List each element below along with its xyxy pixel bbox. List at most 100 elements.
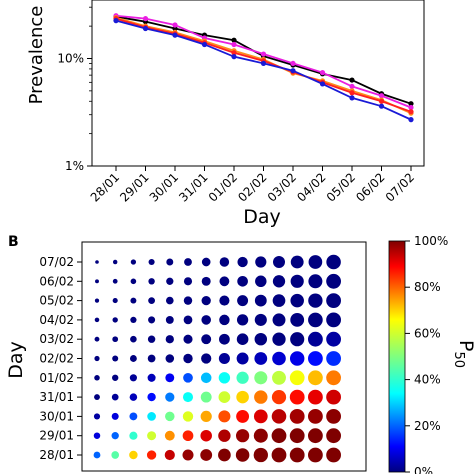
heatmap-dot	[253, 428, 268, 443]
heatmap-row-label: 31/01	[39, 390, 74, 404]
heatmap-row-label: 01/02	[39, 371, 74, 385]
line-point	[319, 81, 326, 87]
heatmap-dot	[147, 412, 156, 421]
heatmap-dot	[290, 313, 305, 327]
heatmap-dot	[326, 331, 341, 347]
heatmap-dot	[237, 256, 248, 268]
heatmap-row-label: 05/02	[39, 294, 74, 308]
heatmap-dot	[94, 355, 100, 362]
heatmap-dot	[272, 313, 286, 327]
heatmap-dot	[130, 278, 137, 285]
heatmap-dot	[253, 409, 268, 424]
heatmap-dot	[130, 297, 137, 304]
line-x-axis-label: Day	[243, 206, 281, 228]
line-chart-panel: 1% 10% 28/0129/0130/0131/0101/0202/0203/0…	[26, 0, 425, 228]
line-y-tick-label: 1%	[65, 159, 84, 173]
line-x-tick-label: 04/02	[294, 170, 328, 204]
line-y-tick-label: 10%	[57, 51, 84, 65]
colorbar-ticks: 0% 20% 40% 60% 80% 100%	[405, 234, 448, 474]
line-point	[408, 117, 414, 123]
line-point	[290, 68, 296, 74]
heatmap-dot	[164, 430, 175, 441]
heatmap-dot	[148, 316, 156, 324]
heatmap-row-label: 03/02	[39, 332, 74, 346]
line-series-group	[113, 13, 414, 123]
heatmap-dot	[201, 257, 211, 267]
colorbar-tick-label: 20%	[414, 419, 441, 433]
line-x-tick-label: 29/01	[117, 170, 151, 204]
heatmap-dot	[326, 351, 341, 366]
heatmap-dot	[147, 431, 157, 441]
heatmap-dot	[236, 390, 249, 404]
heatmap-dot	[165, 392, 175, 402]
heatmap-dot	[290, 293, 304, 308]
heatmap-dot	[166, 296, 174, 305]
heatmap-dot	[94, 375, 100, 381]
heatmap-dot	[254, 352, 268, 365]
line-x-tick-label: 06/02	[353, 170, 387, 204]
heatmap-dot	[111, 393, 119, 401]
heatmap-dot	[112, 355, 119, 362]
colorbar-label: P50	[451, 340, 474, 368]
heatmap-y-axis-label: Day	[5, 341, 27, 379]
heatmap-dot	[254, 313, 267, 326]
line-point	[349, 95, 355, 101]
line-x-tick-label: 02/02	[235, 170, 269, 204]
colorbar-tick-label: 80%	[414, 280, 441, 294]
heatmap-dot	[254, 371, 268, 385]
line-point	[113, 18, 119, 24]
line-point	[231, 50, 237, 56]
heatmap-dot	[272, 351, 286, 366]
line-point	[231, 37, 237, 43]
line-x-tick-label: 31/01	[176, 170, 210, 204]
heatmap-dot	[111, 451, 120, 459]
colorbar-tick-label: 60%	[414, 326, 441, 340]
line-y-ticks: 1% 10%	[57, 6, 92, 173]
heatmap-dot	[183, 277, 193, 286]
heatmap-dot	[93, 413, 101, 420]
line-point	[172, 22, 178, 28]
heatmap-dot	[236, 429, 250, 443]
heatmap-dot	[147, 392, 156, 402]
line-point	[378, 93, 385, 99]
colorbar-tick-label: 100%	[414, 234, 448, 248]
heatmap-dot	[271, 409, 287, 424]
heatmap-dot	[271, 428, 287, 444]
heatmap-dot	[235, 448, 250, 462]
line-point	[142, 15, 149, 22]
line-x-tick-label: 01/02	[206, 170, 240, 204]
heatmap-dot	[326, 389, 341, 405]
heatmap-dot	[273, 256, 285, 268]
heatmap-dot	[236, 314, 249, 326]
heatmap-dot	[112, 278, 118, 284]
heatmap-dot	[218, 429, 231, 442]
heatmap-dot	[201, 334, 212, 345]
heatmap-dot	[164, 449, 175, 461]
heatmap-dot	[129, 393, 138, 401]
line-point	[378, 103, 385, 109]
heatmap-dot	[289, 409, 305, 424]
line-point	[378, 98, 385, 104]
heatmap-row-label: 06/02	[39, 274, 74, 288]
heatmap-dot	[218, 352, 230, 365]
heatmap-dot	[289, 370, 305, 386]
heatmap-dot	[165, 315, 174, 324]
heatmap-dot	[254, 390, 268, 404]
heatmap-dot	[255, 256, 267, 268]
line-point	[231, 54, 237, 60]
heatmap-dot	[182, 411, 194, 422]
heatmap-dot	[147, 335, 156, 343]
heatmap-dot	[219, 257, 230, 267]
heatmap-dot	[201, 276, 211, 286]
heatmap-dot	[148, 297, 155, 304]
line-point	[142, 25, 149, 32]
heatmap-dot	[308, 447, 323, 463]
heatmap-dot	[147, 354, 156, 363]
line-x-tick-label: 30/01	[147, 170, 181, 204]
heatmap-dot	[218, 448, 231, 462]
heatmap-dot	[308, 331, 323, 347]
heatmap-dot	[166, 258, 174, 266]
heatmap-dot	[254, 294, 267, 307]
heatmap-dot	[130, 259, 137, 265]
heatmap-row-label: 02/02	[39, 352, 74, 366]
